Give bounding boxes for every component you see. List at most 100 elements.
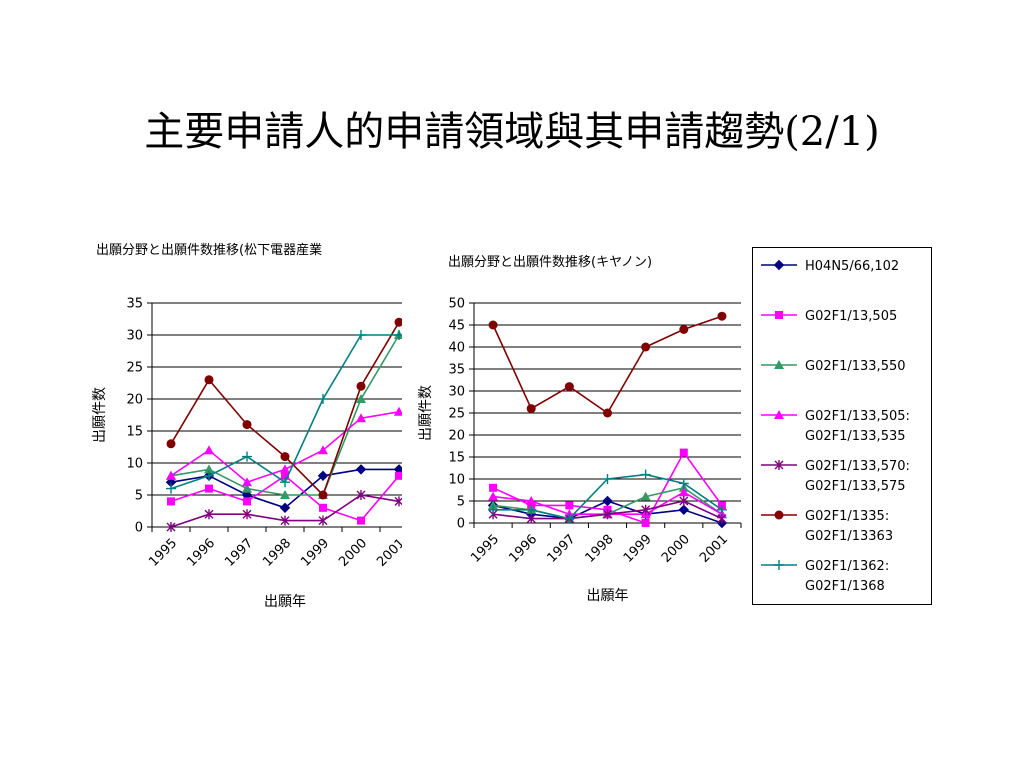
legend-entry: G02F1/133,505: G02F1/133,535 (761, 409, 910, 444)
data-point (678, 478, 689, 489)
data-point (394, 496, 402, 507)
data-point (602, 495, 613, 507)
data-point (717, 311, 727, 321)
data-point (318, 445, 328, 455)
data-point (602, 474, 613, 484)
data-point (394, 330, 402, 340)
y-tick-label: 15 (448, 451, 465, 466)
series-2 (167, 471, 402, 525)
series-6 (488, 311, 727, 418)
legend-label: G02F1/13363 (805, 529, 893, 544)
data-point (319, 503, 327, 512)
data-point (317, 470, 329, 482)
data-point (488, 504, 499, 515)
data-point (280, 515, 290, 526)
y-tick-label: 25 (126, 361, 143, 376)
data-point (242, 483, 252, 493)
data-point (394, 406, 402, 416)
y-tick-label: 20 (448, 429, 465, 444)
chart-svg: 出願分野と出願件数推移(松下電器産業 0 5 10 15 20 25 30 35 1995 1996… (92, 242, 402, 610)
series-5 (488, 496, 727, 524)
data-point (318, 515, 328, 526)
legend-label: G02F1/1362: (805, 559, 889, 574)
legend-label: G02F1/133,570: (805, 459, 910, 474)
data-point (356, 394, 366, 403)
x-tick-label: 2001 (374, 536, 402, 570)
data-point (356, 330, 366, 340)
data-point (281, 471, 289, 480)
data-point (678, 487, 689, 497)
legend-entry: G02F1/1362: G02F1/1368 (761, 559, 889, 594)
y-tick-label: 15 (126, 425, 143, 440)
y-tick-label: 35 (448, 363, 465, 378)
legend-marker (774, 510, 784, 520)
data-point (394, 317, 402, 327)
data-point (640, 469, 651, 480)
data-point (242, 509, 252, 520)
data-point (489, 483, 498, 492)
chart-title: 出願分野と出願件数推移(キヤノン) (448, 255, 652, 270)
legend-label: G02F1/133,550 (805, 359, 906, 374)
data-point (242, 477, 252, 487)
y-axis-label: 出願件数 (418, 385, 434, 441)
y-tick-label: 0 (135, 521, 143, 536)
y-tick-label: 10 (448, 473, 465, 488)
y-tick-label: 45 (448, 319, 465, 334)
data-point (717, 513, 727, 524)
data-point (640, 491, 651, 501)
data-point (204, 470, 214, 481)
data-point (526, 513, 536, 524)
legend-marker (775, 311, 783, 319)
data-point (166, 522, 176, 532)
legend-entry: G02F1/133,550 (761, 359, 906, 374)
data-point (204, 445, 214, 455)
y-tick-label: 40 (448, 341, 465, 356)
data-point (166, 470, 176, 480)
y-axis-label: 出願件数 (92, 387, 108, 443)
data-point (166, 483, 176, 494)
legend-label: G02F1/133,575 (805, 479, 906, 494)
data-point (204, 464, 214, 474)
data-point (166, 439, 176, 449)
x-tick-label: 2000 (336, 536, 370, 570)
x-tick-label: 2001 (697, 532, 731, 566)
data-point (355, 464, 367, 475)
data-point (679, 448, 688, 457)
data-point (280, 464, 290, 474)
y-tick-label: 5 (135, 489, 143, 504)
data-point (526, 496, 537, 505)
data-point (564, 382, 574, 392)
y-tick-label: 10 (126, 457, 143, 472)
x-axis-label: 出願年 (587, 588, 629, 604)
y-tick-label: 20 (126, 393, 143, 408)
legend-label: G02F1/1335: (805, 509, 889, 524)
data-point (204, 375, 214, 385)
data-point (488, 491, 499, 501)
data-point (641, 519, 650, 527)
data-point (167, 497, 175, 506)
data-point (603, 408, 612, 418)
y-tick-label: 30 (126, 329, 143, 344)
x-tick-label: 1997 (545, 532, 579, 566)
data-point (280, 490, 290, 499)
data-point (318, 394, 328, 404)
series-4 (166, 406, 402, 487)
slide-title: 主要申請人的申請領域與其申請趨勢(2/1) (144, 109, 880, 155)
x-tick-label: 1999 (298, 536, 332, 570)
data-point (356, 413, 366, 423)
data-point (242, 420, 252, 430)
y-tick-label: 25 (448, 407, 465, 422)
data-point (716, 504, 727, 515)
data-point (318, 490, 328, 500)
x-tick-label: 1996 (184, 536, 218, 570)
legend-entry: G02F1/133,570: G02F1/133,575 (761, 459, 910, 494)
chart-matsushita: 出願分野と出願件数推移(松下電器産業 0 5 10 15 20 25 30 35 1995 1996… (88, 236, 402, 622)
x-tick-label: 1998 (260, 536, 294, 570)
data-point (603, 509, 612, 520)
data-point (679, 496, 689, 506)
chart-svg: 出願分野と出願件数推移(キヤノン) 0 5 10 15 20 25 30 35 40 45 50 199… (418, 255, 742, 604)
data-point (280, 452, 290, 462)
legend-entry: G02F1/1335: G02F1/13363 (761, 509, 893, 544)
x-tick-label: 1996 (506, 532, 540, 566)
series-6 (166, 317, 402, 500)
